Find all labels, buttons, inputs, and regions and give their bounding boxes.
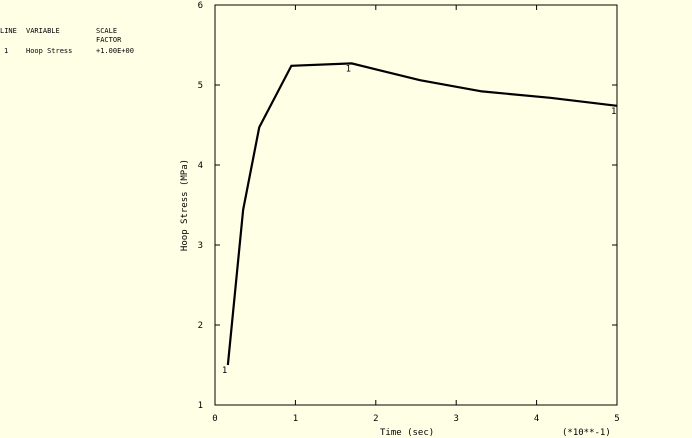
y-tick-label: 3 — [198, 241, 203, 251]
x-multiplier: (*10**-1) — [562, 428, 611, 438]
line-id-marker: 1 — [346, 64, 351, 74]
x-tick-label: 3 — [453, 414, 458, 424]
legend-header: LINE — [0, 27, 17, 35]
y-tick-label: 2 — [198, 321, 203, 331]
legend-header: SCALE — [96, 27, 117, 35]
legend-header: FACTOR — [96, 36, 122, 44]
x-tick-label: 4 — [534, 414, 539, 424]
x-tick-label: 0 — [212, 414, 217, 424]
x-tick-label: 1 — [293, 414, 298, 424]
y-axis-label: Hoop Stress (MPa) — [180, 159, 190, 251]
y-tick-label: 5 — [198, 81, 203, 91]
line-id-marker: 1 — [611, 107, 616, 117]
y-tick-label: 6 — [198, 1, 203, 11]
legend-variable: Hoop Stress — [26, 47, 72, 55]
y-tick-label: 1 — [198, 401, 203, 411]
x-tick-label: 2 — [373, 414, 378, 424]
line-id-marker: 1 — [222, 366, 227, 376]
legend-line-id: 1 — [4, 47, 8, 55]
y-tick-label: 4 — [198, 161, 203, 171]
plot-frame — [214, 4, 618, 406]
x-tick-label: 5 — [614, 414, 619, 424]
x-axis-label: Time (sec) — [380, 428, 434, 438]
legend-scale: +1.00E+00 — [96, 47, 134, 55]
series-line — [226, 62, 618, 366]
legend-header: VARIABLE — [26, 27, 60, 35]
